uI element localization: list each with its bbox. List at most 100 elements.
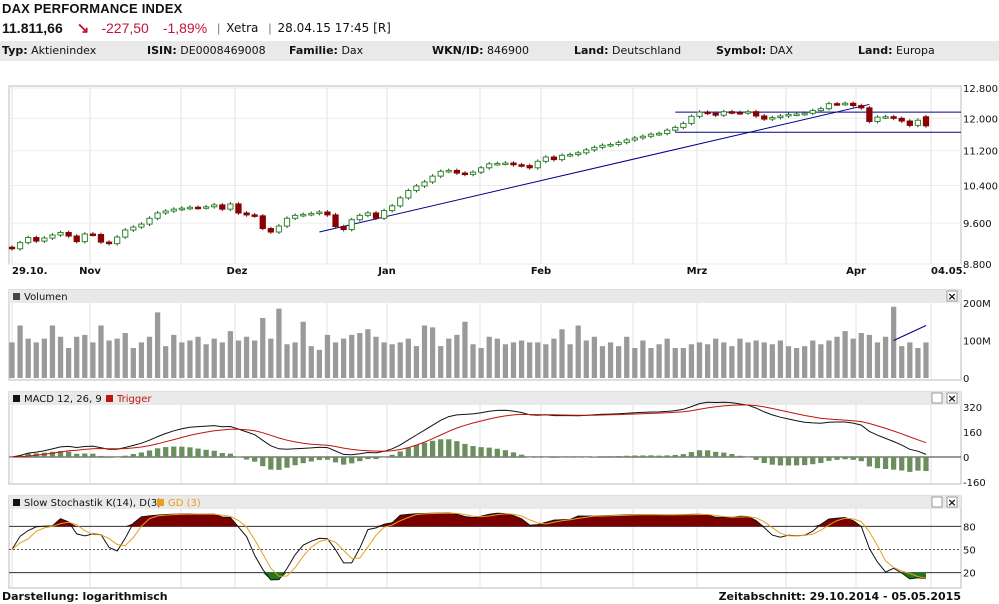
macd-close-icon-glyph: × [947, 392, 956, 405]
candle [372, 212, 380, 219]
volume-bar [130, 348, 136, 378]
price-x-tick: 29.10. [12, 266, 47, 277]
macd-histogram-bar [713, 451, 719, 457]
volume-bar [518, 340, 525, 378]
candle [664, 129, 671, 134]
candle [696, 111, 703, 117]
candle [825, 103, 833, 110]
macd-histogram-bar [74, 453, 80, 457]
volume-bar [90, 342, 96, 378]
price-y-tick: 9.600 [963, 219, 992, 230]
macd-histogram-bar [616, 456, 622, 457]
volume-bar [300, 321, 306, 378]
volume-bar [745, 342, 751, 378]
volume-bar [761, 342, 767, 378]
volume-bar [365, 329, 371, 378]
macd-histogram-bar [397, 451, 403, 457]
price-x-tick: Nov [79, 266, 101, 277]
volume-trend-line [893, 325, 927, 341]
candle [688, 115, 695, 124]
candle [631, 137, 638, 141]
candle [380, 210, 388, 219]
candle [308, 212, 315, 216]
candle [445, 169, 452, 173]
candle [138, 223, 145, 228]
volume-bar [25, 338, 31, 378]
candle [453, 169, 460, 174]
candle [914, 119, 922, 126]
macd-legend-swatch [13, 395, 20, 402]
macd-histogram-bar [874, 457, 881, 469]
volume-header-bar [9, 290, 961, 303]
volume-bar [397, 342, 403, 378]
candle [615, 141, 622, 145]
candle [550, 156, 558, 161]
volume-bar [834, 336, 840, 378]
candle [421, 181, 428, 187]
candle [283, 217, 291, 227]
stoch-k-line [11, 512, 927, 581]
display-mode: Darstellung: logarithmisch [2, 590, 168, 603]
candle [389, 205, 396, 212]
macd-histogram-bar [907, 457, 913, 472]
macd-histogram-bar [138, 452, 145, 457]
macd-header-bar [9, 392, 961, 405]
candle [647, 133, 655, 137]
volume-bar [777, 340, 784, 378]
candle [146, 217, 153, 225]
macd-histogram-bar [599, 456, 606, 457]
down-arrow-icon: ↘ [76, 20, 90, 37]
volume-bar [753, 340, 759, 378]
volume-bar [907, 342, 913, 378]
separator: | [268, 21, 272, 35]
volume-bar [17, 325, 23, 378]
volume-bar [65, 348, 72, 378]
candle [275, 225, 283, 233]
volume-bar [227, 331, 234, 378]
volume-bar [470, 344, 476, 378]
trend-line [319, 103, 870, 233]
volume-bar [891, 306, 897, 378]
macd-histogram-bar [146, 450, 153, 457]
macd-histogram-bar [551, 457, 557, 458]
candle [162, 210, 169, 214]
trigger-line [11, 404, 927, 458]
volume-bar [9, 342, 15, 378]
volume-bar [260, 318, 266, 378]
candle [25, 237, 32, 244]
macd-line [11, 401, 927, 458]
volume-bar [454, 334, 460, 378]
candle [817, 108, 824, 112]
macd-histogram-bar [826, 457, 832, 461]
stoch-close-icon-glyph: × [947, 496, 956, 509]
candle [599, 144, 606, 148]
macd-histogram-bar [753, 457, 759, 460]
volume-bar [696, 342, 703, 378]
macd-histogram-bar [413, 444, 420, 457]
candle [720, 111, 727, 116]
volume-bar [640, 340, 646, 378]
index-title: DAX PERFORMANCE INDEX [2, 1, 183, 16]
macd-histogram-bar [494, 448, 500, 457]
candle [81, 233, 88, 243]
volume-bar [802, 346, 808, 378]
candle [97, 234, 105, 243]
volume-bar [826, 340, 832, 378]
candle [890, 116, 897, 119]
volume-bar [122, 333, 128, 378]
macd-histogram-bar [65, 451, 72, 457]
volume-close-icon [946, 290, 958, 302]
info-region: Land: Europa [858, 44, 935, 57]
volume-bar [219, 342, 225, 378]
macd-histogram-bar [154, 448, 161, 457]
price-y-tick: 12.000 [963, 114, 998, 125]
candle [712, 112, 719, 116]
macd-histogram-bar [90, 453, 96, 457]
volume-bar [882, 336, 889, 378]
volume-bar [704, 344, 711, 378]
candle [753, 111, 760, 117]
macd-histogram-bar [446, 439, 452, 457]
macd-y-tick: 0 [963, 453, 969, 464]
volume-legend-swatch [13, 293, 20, 300]
volume-bar [292, 342, 298, 378]
